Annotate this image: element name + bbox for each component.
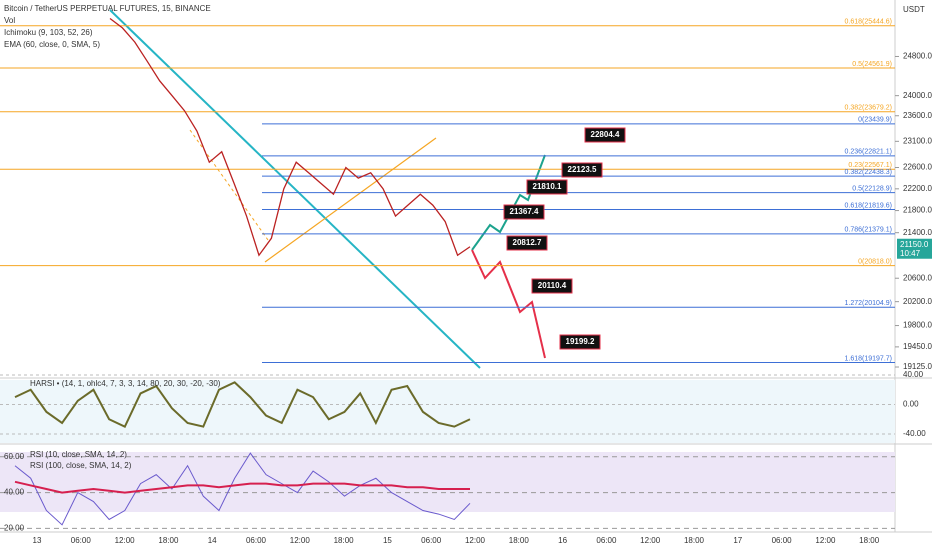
target-box	[531, 278, 573, 294]
time-label: 17	[733, 536, 742, 545]
fib-label: 0.236(22821.1)	[845, 149, 892, 156]
y-tick-label: 22600.0	[903, 163, 932, 172]
y-tick-label: 21400.0	[903, 228, 932, 237]
countdown: 10:47	[900, 249, 921, 258]
fib-label: 1.272(20104.9)	[845, 300, 892, 307]
bearish-path	[471, 249, 546, 359]
target-label: 22123.5	[568, 165, 597, 174]
time-label: 06:00	[421, 536, 442, 545]
currency: USDT	[903, 5, 925, 14]
indicator-label: EMA (60, close, 0, SMA, 5)	[4, 40, 100, 49]
time-label: 06:00	[71, 536, 92, 545]
fib-label: 0(23439.9)	[858, 117, 892, 124]
trendline	[189, 129, 269, 241]
rsi-label: RSI (10, close, SMA, 14, 2)	[30, 450, 127, 459]
y-tick-label: 19125.0	[903, 362, 932, 371]
fib-label: 0.618(21819.6)	[845, 202, 892, 209]
indicator-label: Ichimoku (9, 103, 52, 26)	[4, 28, 93, 37]
time-label: 18:00	[684, 536, 705, 545]
time-label: 12:00	[465, 536, 486, 545]
harsi-background	[0, 380, 895, 443]
rsi-line	[14, 480, 470, 494]
rsi-label: RSI (100, close, SMA, 14, 2)	[30, 461, 132, 470]
fib-label: 0.382(23679.2)	[845, 105, 892, 112]
y-tick-label: 22200.0	[903, 184, 932, 193]
target-box	[559, 334, 601, 350]
target-box	[526, 179, 568, 195]
rsi-line	[14, 452, 471, 526]
y-tick-label: 0.00	[903, 400, 919, 409]
trendline	[109, 9, 481, 369]
target-label: 22804.4	[591, 130, 620, 139]
time-label: 18:00	[158, 536, 179, 545]
y-tick-label: 40.00	[903, 370, 924, 379]
time-label: 12:00	[115, 536, 136, 545]
y-tick-label: 60.00	[4, 452, 25, 461]
target-label: 20110.4	[538, 281, 567, 290]
time-label: 12:00	[815, 536, 836, 545]
harsi-label: HARSI • (14, 1, ohlc4, 7, 3, 3, 14, 80, …	[30, 379, 221, 388]
symbol-title: Bitcoin / TetherUS PERPETUAL FUTURES, 15…	[4, 4, 211, 13]
target-box	[584, 127, 626, 143]
fib-label: 0.5(22128.9)	[852, 186, 892, 193]
indicator-label: Vol	[4, 16, 15, 25]
y-tick-label: 23600.0	[903, 111, 932, 120]
time-label: 18:00	[509, 536, 530, 545]
last-price-box	[897, 238, 932, 259]
fib-label: 0(20818.0)	[858, 258, 892, 265]
fib-label: 0.23(22567.1)	[848, 162, 892, 169]
y-tick-label: 23100.0	[903, 136, 932, 145]
target-label: 21810.1	[533, 182, 562, 191]
fib-label: 0.382(22438.3)	[845, 169, 892, 176]
time-label: 15	[383, 536, 392, 545]
target-box	[503, 204, 545, 220]
target-box	[561, 162, 603, 178]
fib-label: 0.786(21379.1)	[845, 227, 892, 234]
y-tick-label: 24800.0	[903, 52, 932, 61]
rsi-band	[0, 452, 895, 512]
y-tick-label: 20600.0	[903, 273, 932, 282]
time-label: 18:00	[859, 536, 880, 545]
time-label: 12:00	[290, 536, 311, 545]
fib-label: 0.618(25444.6)	[845, 19, 892, 26]
fib-label: 1.618(19197.7)	[845, 355, 892, 362]
time-label: 14	[208, 536, 217, 545]
time-label: 06:00	[772, 536, 793, 545]
target-label: 20812.7	[513, 238, 542, 247]
target-label: 19199.2	[566, 337, 595, 346]
trendline	[264, 137, 437, 263]
price-line	[109, 18, 471, 257]
y-tick-label: 20200.0	[903, 297, 932, 306]
time-label: 18:00	[334, 536, 355, 545]
y-tick-label: 24000.0	[903, 91, 932, 100]
fib-label: 0.5(24561.9)	[852, 61, 892, 68]
time-label: 06:00	[246, 536, 267, 545]
y-tick-label: 21800.0	[903, 206, 932, 215]
time-label: 13	[33, 536, 42, 545]
target-label: 21367.4	[510, 207, 539, 216]
y-tick-label: 19450.0	[903, 342, 932, 351]
target-box	[506, 235, 548, 251]
time-label: 16	[558, 536, 567, 545]
time-label: 12:00	[640, 536, 661, 545]
harsi-line	[14, 381, 471, 428]
time-label: 06:00	[596, 536, 617, 545]
y-tick-label: 20.00	[4, 524, 25, 533]
last-price: 21150.0	[900, 240, 929, 249]
y-tick-label: 40.00	[4, 488, 25, 497]
y-tick-label: -40.00	[903, 429, 926, 438]
y-tick-label: 19800.0	[903, 321, 932, 330]
